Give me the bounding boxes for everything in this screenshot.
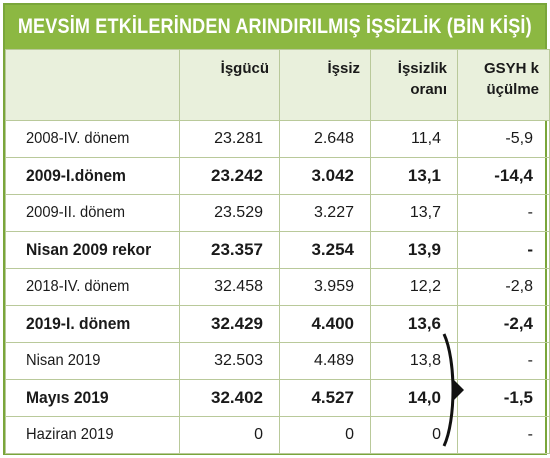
row-label: 2009-II. dönem: [5, 194, 180, 232]
cell-gsyh: -5,9: [457, 120, 550, 158]
cell-gsyh: -: [457, 231, 550, 269]
cell-gsyh: -1,5: [457, 379, 550, 417]
table-title: MEVSİM ETKİLERİNDEN ARINDIRILMIŞ İŞSİZLİ…: [18, 15, 532, 38]
cell-isgucu: 32.503: [179, 342, 280, 380]
title-bar: MEVSİM ETKİLERİNDEN ARINDIRILMIŞ İŞSİZLİ…: [5, 5, 545, 49]
header-issizlik-orani-text: İşsizlik oranı: [397, 60, 447, 98]
row-label: Nisan 2019: [5, 342, 180, 380]
row-label: 2009-I.dönem: [5, 157, 180, 195]
unemployment-table: İşgücü İşsiz İşsizlik oranı GSYH k üçülm…: [5, 49, 550, 454]
cell-isgucu: 23.242: [179, 157, 280, 195]
cell-isgucu: 23.529: [179, 194, 280, 232]
cell-isgucu: 23.281: [179, 120, 280, 158]
header-isgucu: İşgücü: [179, 49, 280, 121]
cell-issiz: 4.489: [279, 342, 371, 380]
cell-gsyh: -: [457, 194, 550, 232]
row-label: 2008-IV. dönem: [5, 120, 180, 158]
cell-isgucu: 23.357: [179, 231, 280, 269]
cell-issiz: 3.227: [279, 194, 371, 232]
cell-gsyh: -: [457, 416, 550, 454]
cell-oran: 13,8: [370, 342, 458, 380]
cell-issiz: 4.400: [279, 305, 371, 343]
cell-issiz: 3.254: [279, 231, 371, 269]
header-gsyh-text: GSYH k üçülme: [483, 60, 539, 98]
cell-oran: 13,7: [370, 194, 458, 232]
cell-oran: 13,1: [370, 157, 458, 195]
row-label: 2018-IV. dönem: [5, 268, 180, 306]
cell-oran: 12,2: [370, 268, 458, 306]
row-label: Nisan 2009 rekor: [5, 231, 180, 269]
cell-gsyh: -2,4: [457, 305, 550, 343]
cell-gsyh: -: [457, 342, 550, 380]
table-row: Nisan 2009 rekor 23.357 3.254 13,9 -: [5, 231, 550, 269]
cell-isgucu: 32.402: [179, 379, 280, 417]
cell-isgucu: 32.429: [179, 305, 280, 343]
row-label: Mayıs 2019: [5, 379, 180, 417]
table-row: Mayıs 2019 32.402 4.527 14,0 -1,5: [5, 379, 550, 417]
table-row: 2008-IV. dönem 23.281 2.648 11,4 -5,9: [5, 120, 550, 158]
cell-issiz: 0: [279, 416, 371, 454]
cell-issiz: 3.959: [279, 268, 371, 306]
table-row: 2018-IV. dönem 32.458 3.959 12,2 -2,8: [5, 268, 550, 306]
cell-gsyh: -14,4: [457, 157, 550, 195]
cell-issiz: 4.527: [279, 379, 371, 417]
cell-oran: 11,4: [370, 120, 458, 158]
cell-issiz: 3.042: [279, 157, 371, 195]
table-row: 2019-I. dönem 32.429 4.400 13,6 -2,4: [5, 305, 550, 343]
cell-oran: 13,9: [370, 231, 458, 269]
table-row: Haziran 2019 0 0 0 -: [5, 416, 550, 454]
header-issizlik-orani: İşsizlik oranı: [370, 49, 458, 121]
unemployment-table-card: MEVSİM ETKİLERİNDEN ARINDIRILMIŞ İŞSİZLİ…: [3, 3, 550, 455]
header-issiz: İşsiz: [279, 49, 371, 121]
table-row: 2009-II. dönem 23.529 3.227 13,7 -: [5, 194, 550, 232]
row-label: Haziran 2019: [5, 416, 180, 454]
bracket-arrow-icon: [442, 333, 464, 447]
cell-issiz: 2.648: [279, 120, 371, 158]
cell-isgucu: 0: [179, 416, 280, 454]
header-gsyh: GSYH k üçülme: [457, 49, 550, 121]
header-empty: [5, 49, 180, 121]
cell-isgucu: 32.458: [179, 268, 280, 306]
header-row: İşgücü İşsiz İşsizlik oranı GSYH k üçülm…: [5, 49, 550, 121]
table-row: 2009-I.dönem 23.242 3.042 13,1 -14,4: [5, 157, 550, 195]
cell-oran: 0: [370, 416, 458, 454]
row-label: 2019-I. dönem: [5, 305, 180, 343]
cell-gsyh: -2,8: [457, 268, 550, 306]
cell-oran: 13,6: [370, 305, 458, 343]
